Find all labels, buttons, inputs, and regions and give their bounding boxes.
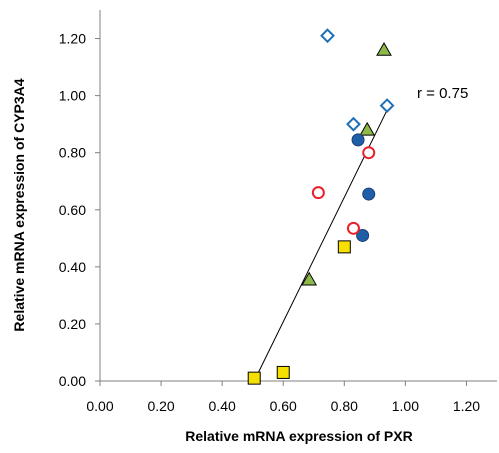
data-point-square [247, 371, 261, 385]
y-tick-label: 1.00 [59, 88, 86, 104]
data-point-circle-filled [362, 187, 376, 201]
tick-labels: 0.00 0.20 0.40 0.60 0.80 1.00 1.20 0.00 0.20 0.40… [59, 31, 481, 414]
x-tick-label: 0.80 [331, 398, 358, 414]
data-point-triangle [301, 271, 318, 286]
data-point-circle-open [346, 221, 360, 235]
axes [95, 10, 497, 386]
y-tick-label: 0.00 [59, 373, 86, 389]
y-tick-label: 0.40 [59, 259, 86, 275]
data-point-triangle [359, 121, 376, 136]
y-axis-title: Relative mRNA expression of CYP3A4 [11, 78, 27, 331]
data-point-square [276, 365, 290, 379]
data-point-circle-filled [356, 228, 370, 242]
x-tick-label: 0.40 [209, 398, 236, 414]
x-tick-label: 0.00 [86, 398, 113, 414]
data-point-diamond-open [320, 28, 335, 44]
x-tick-label: 1.00 [392, 398, 419, 414]
x-tick-label: 0.60 [270, 398, 297, 414]
y-tick-label: 1.20 [59, 31, 86, 47]
data-point-circle-open [311, 186, 325, 200]
data-point-square [337, 240, 351, 254]
data-point-diamond-open [379, 98, 395, 114]
y-tick-label: 0.20 [59, 316, 86, 332]
data-point-diamond-open [346, 116, 361, 132]
data-point-circle-open [362, 146, 376, 160]
data-points [247, 28, 395, 385]
x-axis-title: Relative mRNA expression of PXR [185, 428, 412, 444]
x-tick-label: 1.20 [453, 398, 480, 414]
x-tick-label: 0.20 [147, 398, 174, 414]
data-point-circle-filled [351, 133, 365, 147]
data-point-triangle [376, 41, 392, 56]
correlation-annotation: r = 0.75 [417, 85, 468, 102]
y-tick-label: 0.60 [59, 202, 86, 218]
y-tick-label: 0.80 [59, 145, 86, 161]
